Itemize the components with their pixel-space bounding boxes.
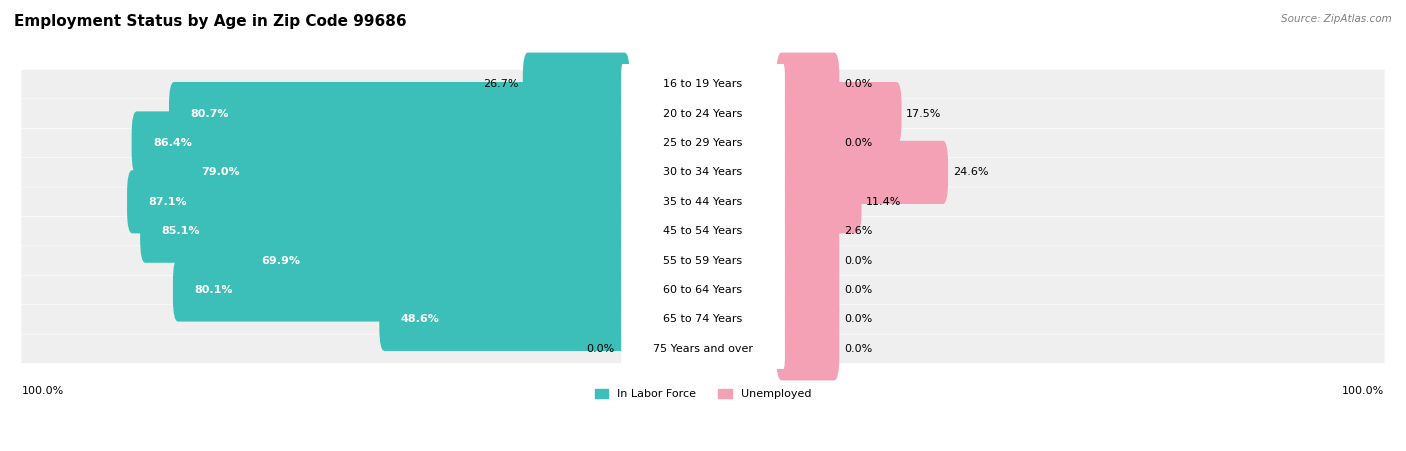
FancyBboxPatch shape (776, 141, 948, 204)
Text: 35 to 44 Years: 35 to 44 Years (664, 197, 742, 207)
FancyBboxPatch shape (621, 150, 785, 195)
FancyBboxPatch shape (523, 53, 630, 116)
FancyBboxPatch shape (776, 53, 839, 116)
Text: 69.9%: 69.9% (262, 256, 301, 266)
Text: 55 to 59 Years: 55 to 59 Years (664, 256, 742, 266)
FancyBboxPatch shape (21, 158, 1385, 187)
Text: 0.0%: 0.0% (844, 79, 872, 89)
FancyBboxPatch shape (180, 141, 630, 204)
FancyBboxPatch shape (21, 99, 1385, 128)
Text: 65 to 74 Years: 65 to 74 Years (664, 314, 742, 324)
Text: 100.0%: 100.0% (1343, 386, 1385, 396)
FancyBboxPatch shape (776, 170, 862, 233)
Text: 17.5%: 17.5% (905, 109, 942, 119)
FancyBboxPatch shape (621, 120, 785, 166)
Text: 2.6%: 2.6% (844, 226, 872, 236)
FancyBboxPatch shape (776, 317, 839, 380)
Text: 60 to 64 Years: 60 to 64 Years (664, 285, 742, 295)
FancyBboxPatch shape (776, 82, 901, 145)
FancyBboxPatch shape (21, 217, 1385, 246)
FancyBboxPatch shape (380, 288, 630, 351)
Text: 0.0%: 0.0% (844, 314, 872, 324)
FancyBboxPatch shape (776, 258, 839, 322)
FancyBboxPatch shape (621, 208, 785, 254)
FancyBboxPatch shape (141, 200, 630, 263)
Text: Employment Status by Age in Zip Code 99686: Employment Status by Age in Zip Code 996… (14, 14, 406, 28)
Text: 48.6%: 48.6% (401, 314, 440, 324)
Text: 24.6%: 24.6% (953, 167, 988, 177)
Text: 0.0%: 0.0% (844, 138, 872, 148)
Text: 45 to 54 Years: 45 to 54 Years (664, 226, 742, 236)
Text: 79.0%: 79.0% (201, 167, 240, 177)
FancyBboxPatch shape (21, 334, 1385, 363)
Text: 0.0%: 0.0% (586, 344, 614, 354)
Text: 80.7%: 80.7% (191, 109, 229, 119)
FancyBboxPatch shape (621, 267, 785, 313)
FancyBboxPatch shape (127, 170, 630, 233)
FancyBboxPatch shape (21, 305, 1385, 334)
Text: 16 to 19 Years: 16 to 19 Years (664, 79, 742, 89)
FancyBboxPatch shape (776, 200, 839, 263)
FancyBboxPatch shape (776, 229, 839, 292)
Text: 0.0%: 0.0% (844, 344, 872, 354)
Text: 30 to 34 Years: 30 to 34 Years (664, 167, 742, 177)
Text: 87.1%: 87.1% (149, 197, 187, 207)
FancyBboxPatch shape (621, 238, 785, 283)
Text: 11.4%: 11.4% (866, 197, 901, 207)
FancyBboxPatch shape (169, 82, 630, 145)
FancyBboxPatch shape (621, 91, 785, 136)
FancyBboxPatch shape (621, 179, 785, 225)
Text: 0.0%: 0.0% (844, 285, 872, 295)
FancyBboxPatch shape (21, 187, 1385, 216)
FancyBboxPatch shape (21, 129, 1385, 157)
Text: 20 to 24 Years: 20 to 24 Years (664, 109, 742, 119)
Text: 26.7%: 26.7% (482, 79, 519, 89)
Text: 0.0%: 0.0% (844, 256, 872, 266)
Text: 25 to 29 Years: 25 to 29 Years (664, 138, 742, 148)
Legend: In Labor Force, Unemployed: In Labor Force, Unemployed (591, 384, 815, 404)
FancyBboxPatch shape (776, 111, 839, 175)
FancyBboxPatch shape (21, 70, 1385, 99)
Text: 100.0%: 100.0% (21, 386, 63, 396)
Text: 85.1%: 85.1% (162, 226, 200, 236)
FancyBboxPatch shape (621, 61, 785, 107)
Text: 86.4%: 86.4% (153, 138, 193, 148)
Text: 80.1%: 80.1% (194, 285, 233, 295)
FancyBboxPatch shape (240, 229, 630, 292)
FancyBboxPatch shape (621, 326, 785, 372)
FancyBboxPatch shape (132, 111, 630, 175)
Text: 75 Years and over: 75 Years and over (652, 344, 754, 354)
Text: Source: ZipAtlas.com: Source: ZipAtlas.com (1281, 14, 1392, 23)
FancyBboxPatch shape (21, 276, 1385, 304)
FancyBboxPatch shape (21, 246, 1385, 275)
FancyBboxPatch shape (776, 288, 839, 351)
FancyBboxPatch shape (173, 258, 630, 322)
FancyBboxPatch shape (621, 297, 785, 342)
